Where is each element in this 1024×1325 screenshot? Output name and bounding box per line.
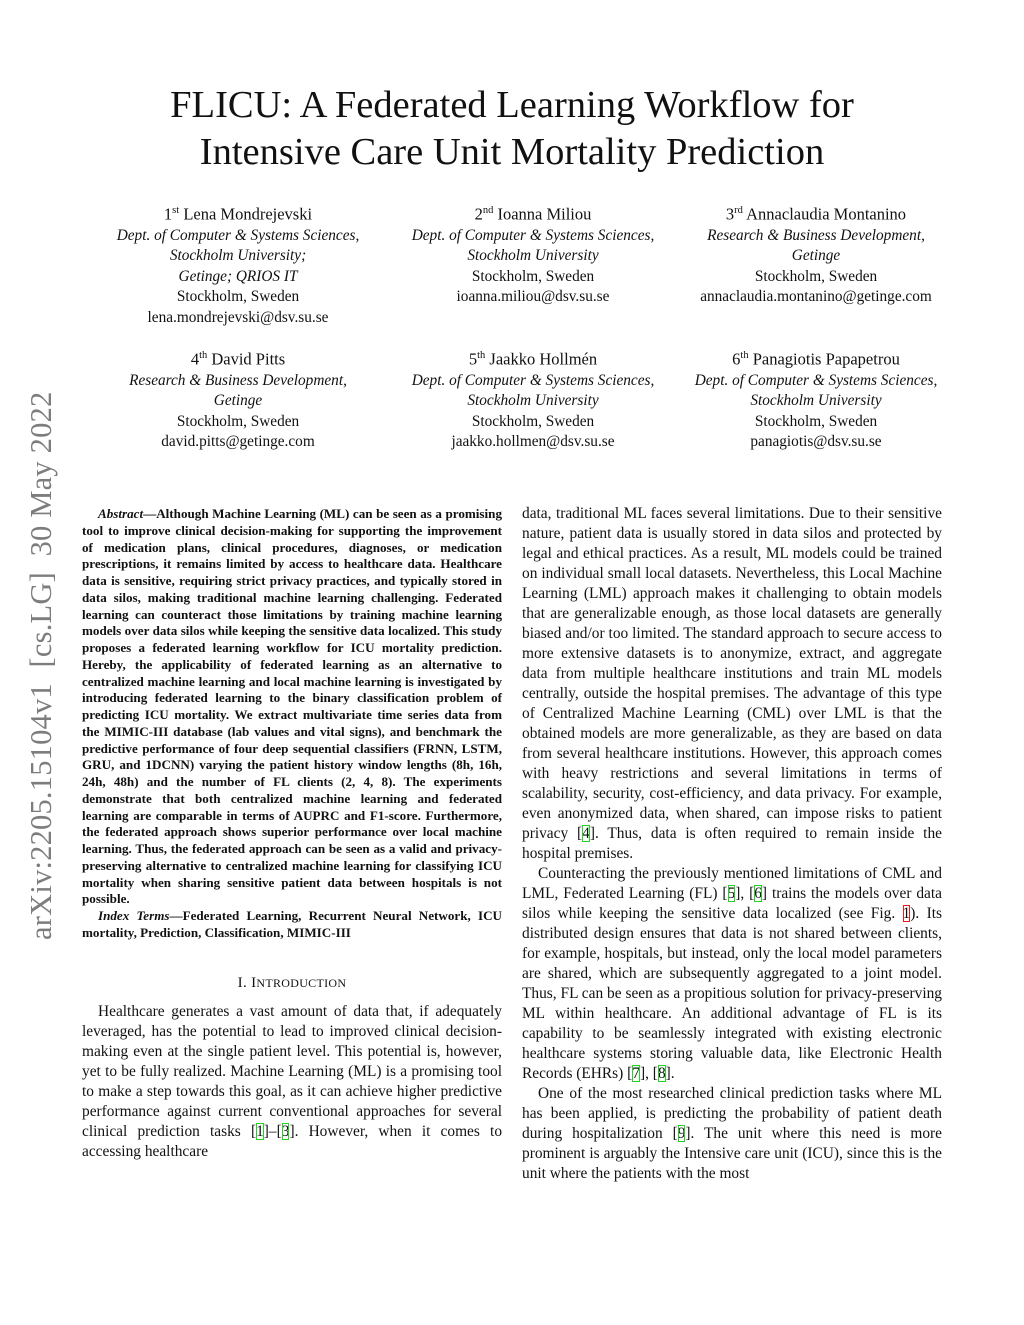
author-affiliation: Stockholm University [467,247,599,265]
author-2: 2nd Ioanna Miliou Dept. of Computer & Sys… [373,200,693,308]
author-order: 6 [732,349,741,369]
citation-link[interactable]: 9 [677,1125,686,1142]
intro-body-right: data, traditional ML faces several limit… [522,504,942,1184]
author-email[interactable]: jaakko.hollmen@dsv.su.se [451,433,615,451]
paragraph-text: data, traditional ML faces several limit… [522,505,942,842]
author-email[interactable]: david.pitts@getinge.com [161,433,315,451]
author-order-suffix: th [477,350,486,361]
title-line-1: FLICU: A Federated Learning Workflow for [170,84,854,126]
paragraph-text: ], [ [639,1065,658,1082]
section-number: I. [237,974,252,991]
author-affiliation: Getinge [213,392,263,410]
author-name-text: Annaclaudia Montanino [746,204,907,224]
author-name-text: Jaakko Hollmén [489,349,598,369]
paragraph-text: ]. [665,1065,675,1082]
title-line-2: Intensive Care Unit Mortality Prediction [199,131,825,173]
author-order: 3 [725,204,735,224]
citation-link[interactable]: 8 [657,1065,666,1082]
author-name-text: Panagiotis Papapetrou [752,349,900,369]
author-1: 1st Lena Mondrejevski Dept. of Computer &… [78,200,398,328]
section-heading-introduction: I. INTRODUCTION [82,975,502,992]
author-location: Stockholm, Sweden [471,412,595,430]
author-order: 2 [474,204,483,224]
author-affiliation: Dept. of Computer & Systems Sciences, [694,371,938,389]
paragraph-text: Healthcare generates a vast amount of da… [82,1002,502,1140]
paragraph-text: ]. Thus, data is often required to remai… [522,825,942,862]
author-name: 2nd Ioanna Miliou [373,200,693,226]
right-column: data, traditional ML faces several limit… [522,504,942,1184]
section-first-letter: I [251,974,257,991]
intro-body-left: Healthcare generates a vast amount of da… [82,1002,502,1162]
author-affiliation: Stockholm University [750,392,882,410]
author-email[interactable]: lena.mondrejevski@dsv.su.se [147,308,329,326]
author-order: 5 [468,349,478,369]
author-order: 4 [190,349,200,369]
author-affiliation: Dept. of Computer & Systems Sciences, [411,371,655,389]
citation-link[interactable]: 6 [754,885,762,902]
paragraph-text: Counteracting the previously mentioned l… [522,865,942,902]
author-5: 5th Jaakko Hollmén Dept. of Computer & Sy… [373,345,693,453]
author-name-text: Lena Mondrejevski [183,204,313,224]
author-name: 3rd Annaclaudia Montanino [656,200,976,226]
author-location: Stockholm, Sweden [471,267,595,285]
figure-reference-link[interactable]: 1 [902,905,911,922]
author-affiliation: Research & Business Development, [707,226,925,244]
citation-link[interactable]: 5 [727,885,736,902]
author-name-text: Ioanna Miliou [497,204,592,224]
abstract-label: Abstract [98,506,144,521]
author-location: Stockholm, Sweden [754,412,878,430]
author-email[interactable]: annaclaudia.montanino@getinge.com [700,288,932,306]
paragraph-text: ]. However, when it comes to accessing h… [82,1122,503,1160]
author-location: Stockholm, Sweden [176,412,300,430]
author-affiliation: Stockholm University; [169,247,307,265]
paragraph: data, traditional ML faces several limit… [522,504,942,864]
paragraph-text: ]. The unit where this need is more prom… [522,1125,942,1182]
author-order-suffix: th [740,350,749,361]
author-location: Stockholm, Sweden [754,267,878,285]
author-affiliation: Stockholm University [467,392,599,410]
author-6: 6th Panagiotis Papapetrou Dept. of Comput… [656,345,976,453]
author-name: 1st Lena Mondrejevski [78,200,398,226]
index-terms-label: Index Terms [98,908,170,923]
author-order-suffix: th [199,350,208,361]
author-affiliation: Dept. of Computer & Systems Sciences, [411,226,655,244]
left-column: Abstract—Although Machine Learning (ML) … [82,506,502,1162]
paragraph-text: ] trains the models over data silos whil… [522,885,942,922]
paragraph: One of the most researched clinical pred… [522,1084,942,1184]
paragraph: Counteracting the previously mentioned l… [522,864,942,1084]
author-3: 3rd Annaclaudia Montanino Research & Busi… [656,200,976,308]
author-affiliation: Dept. of Computer & Systems Sciences, [116,226,360,244]
citation-link[interactable]: 1 [256,1122,264,1140]
author-order-suffix: rd [734,205,743,216]
author-name: 4th David Pitts [78,345,398,371]
author-name-text: David Pitts [211,349,286,369]
author-order-suffix: nd [482,205,494,216]
citation-link[interactable]: 4 [582,825,590,842]
index-terms-text: —Federated Learning, Recurrent Neural Ne… [82,908,503,940]
paragraph: Healthcare generates a vast amount of da… [82,1002,502,1162]
paragraph-text: One of the most researched clinical pred… [522,1085,942,1142]
section-title-rest: NTRODUCTION [256,975,347,990]
index-terms: Index Terms—Federated Learning, Recurren… [82,908,502,942]
author-location: Stockholm, Sweden [176,288,300,306]
author-name: 5th Jaakko Hollmén [373,345,693,371]
author-affiliation: Research & Business Development, [129,371,347,389]
author-affiliation: Getinge [791,247,841,265]
author-order-suffix: st [172,205,180,216]
author-order: 1 [163,204,173,224]
author-4: 4th David Pitts Research & Business Devel… [78,345,398,453]
arxiv-stamp[interactable]: arXiv:2205.15104v1 [cs.LG] 30 May 2022 [24,391,58,940]
paragraph-text: ). Its distributed design ensures that d… [522,905,942,1082]
abstract: Abstract—Although Machine Learning (ML) … [82,506,502,908]
citation-link[interactable]: 7 [632,1065,640,1082]
author-name: 6th Panagiotis Papapetrou [656,345,976,371]
citation-link[interactable]: 3 [281,1122,290,1140]
author-email[interactable]: ioanna.miliou@dsv.su.se [456,288,610,306]
paragraph-text: ], [ [735,885,755,902]
paragraph-text: ]–[ [263,1122,282,1140]
author-email[interactable]: panagiotis@dsv.su.se [750,433,882,451]
abstract-text: —Although Machine Learning (ML) can be s… [82,506,502,907]
author-affiliation: Getinge; QRIOS IT [178,267,298,285]
paper-title: FLICU: A Federated Learning Workflow for… [0,82,1024,176]
